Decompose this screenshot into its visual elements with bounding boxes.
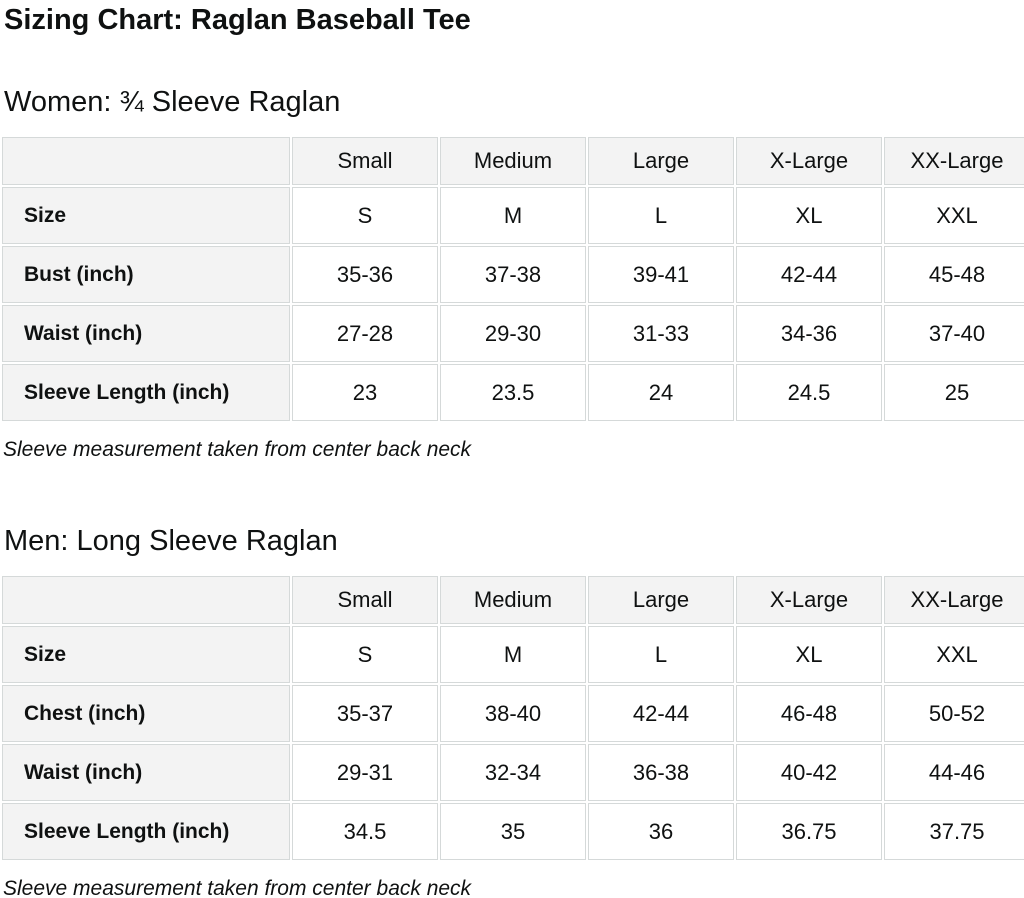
women-size-s: S xyxy=(292,187,438,244)
men-col-header-small: Small xyxy=(292,576,438,624)
women-waist-l: 31-33 xyxy=(588,305,734,362)
women-sleeve-m: 23.5 xyxy=(440,364,586,421)
women-bust-m: 37-38 xyxy=(440,246,586,303)
men-waist-s: 29-31 xyxy=(292,744,438,801)
men-chest-row: Chest (inch) 35-37 38-40 42-44 46-48 50-… xyxy=(2,685,1024,742)
men-header-row: Small Medium Large X-Large XX-Large xyxy=(2,576,1024,624)
men-size-s: S xyxy=(292,626,438,683)
men-waist-m: 32-34 xyxy=(440,744,586,801)
women-sleeve-row: Sleeve Length (inch) 23 23.5 24 24.5 25 xyxy=(2,364,1024,421)
women-sleeve-xl: 24.5 xyxy=(736,364,882,421)
women-bust-s: 35-36 xyxy=(292,246,438,303)
women-col-header-large: Large xyxy=(588,137,734,185)
women-waist-s: 27-28 xyxy=(292,305,438,362)
men-size-row: Size S M L XL XXL xyxy=(2,626,1024,683)
men-size-m: M xyxy=(440,626,586,683)
men-chest-l: 42-44 xyxy=(588,685,734,742)
men-sleeve-xxl: 37.75 xyxy=(884,803,1024,860)
women-size-xxl: XXL xyxy=(884,187,1024,244)
women-waist-m: 29-30 xyxy=(440,305,586,362)
women-size-l: L xyxy=(588,187,734,244)
men-sleeve-row: Sleeve Length (inch) 34.5 35 36 36.75 37… xyxy=(2,803,1024,860)
men-col-header-xx-large: XX-Large xyxy=(884,576,1024,624)
women-size-row-label: Size xyxy=(2,187,290,244)
women-size-row: Size S M L XL XXL xyxy=(2,187,1024,244)
women-bust-row-label: Bust (inch) xyxy=(2,246,290,303)
men-chest-m: 38-40 xyxy=(440,685,586,742)
men-section-heading: Men: Long Sleeve Raglan xyxy=(4,525,338,557)
women-col-header-xx-large: XX-Large xyxy=(884,137,1024,185)
men-sleeve-row-label: Sleeve Length (inch) xyxy=(2,803,290,860)
women-waist-row-label: Waist (inch) xyxy=(2,305,290,362)
men-col-header-x-large: X-Large xyxy=(736,576,882,624)
men-chest-xl: 46-48 xyxy=(736,685,882,742)
women-header-row: Small Medium Large X-Large XX-Large xyxy=(2,137,1024,185)
men-waist-l: 36-38 xyxy=(588,744,734,801)
men-corner-cell xyxy=(2,576,290,624)
men-waist-row: Waist (inch) 29-31 32-34 36-38 40-42 44-… xyxy=(2,744,1024,801)
women-sleeve-s: 23 xyxy=(292,364,438,421)
men-chest-xxl: 50-52 xyxy=(884,685,1024,742)
women-bust-xl: 42-44 xyxy=(736,246,882,303)
women-waist-row: Waist (inch) 27-28 29-30 31-33 34-36 37-… xyxy=(2,305,1024,362)
women-sleeve-note: Sleeve measurement taken from center bac… xyxy=(3,438,472,461)
women-waist-xxl: 37-40 xyxy=(884,305,1024,362)
men-sleeve-xl: 36.75 xyxy=(736,803,882,860)
women-bust-l: 39-41 xyxy=(588,246,734,303)
women-corner-cell xyxy=(2,137,290,185)
women-sleeve-l: 24 xyxy=(588,364,734,421)
women-size-m: M xyxy=(440,187,586,244)
women-section-heading: Women: ¾ Sleeve Raglan xyxy=(4,86,341,118)
men-chest-row-label: Chest (inch) xyxy=(2,685,290,742)
women-waist-xl: 34-36 xyxy=(736,305,882,362)
men-col-header-medium: Medium xyxy=(440,576,586,624)
women-col-header-medium: Medium xyxy=(440,137,586,185)
men-chest-s: 35-37 xyxy=(292,685,438,742)
women-bust-xxl: 45-48 xyxy=(884,246,1024,303)
men-waist-xxl: 44-46 xyxy=(884,744,1024,801)
men-sleeve-m: 35 xyxy=(440,803,586,860)
men-waist-xl: 40-42 xyxy=(736,744,882,801)
men-size-l: L xyxy=(588,626,734,683)
women-col-header-small: Small xyxy=(292,137,438,185)
men-section: Men: Long Sleeve Raglan Small Medium Lar… xyxy=(0,524,1024,898)
women-sleeve-xxl: 25 xyxy=(884,364,1024,421)
women-sizing-table: Small Medium Large X-Large XX-Large Size… xyxy=(0,135,1024,423)
men-size-row-label: Size xyxy=(2,626,290,683)
men-sleeve-s: 34.5 xyxy=(292,803,438,860)
men-waist-row-label: Waist (inch) xyxy=(2,744,290,801)
men-size-xxl: XXL xyxy=(884,626,1024,683)
men-sizing-table: Small Medium Large X-Large XX-Large Size… xyxy=(0,574,1024,862)
men-sleeve-note: Sleeve measurement taken from center bac… xyxy=(3,877,472,898)
men-col-header-large: Large xyxy=(588,576,734,624)
men-sleeve-l: 36 xyxy=(588,803,734,860)
page-title: Sizing Chart: Raglan Baseball Tee xyxy=(4,4,471,36)
women-section: Women: ¾ Sleeve Raglan Small Medium Larg… xyxy=(0,85,1024,464)
women-col-header-x-large: X-Large xyxy=(736,137,882,185)
women-bust-row: Bust (inch) 35-36 37-38 39-41 42-44 45-4… xyxy=(2,246,1024,303)
women-sleeve-row-label: Sleeve Length (inch) xyxy=(2,364,290,421)
women-size-xl: XL xyxy=(736,187,882,244)
men-size-xl: XL xyxy=(736,626,882,683)
